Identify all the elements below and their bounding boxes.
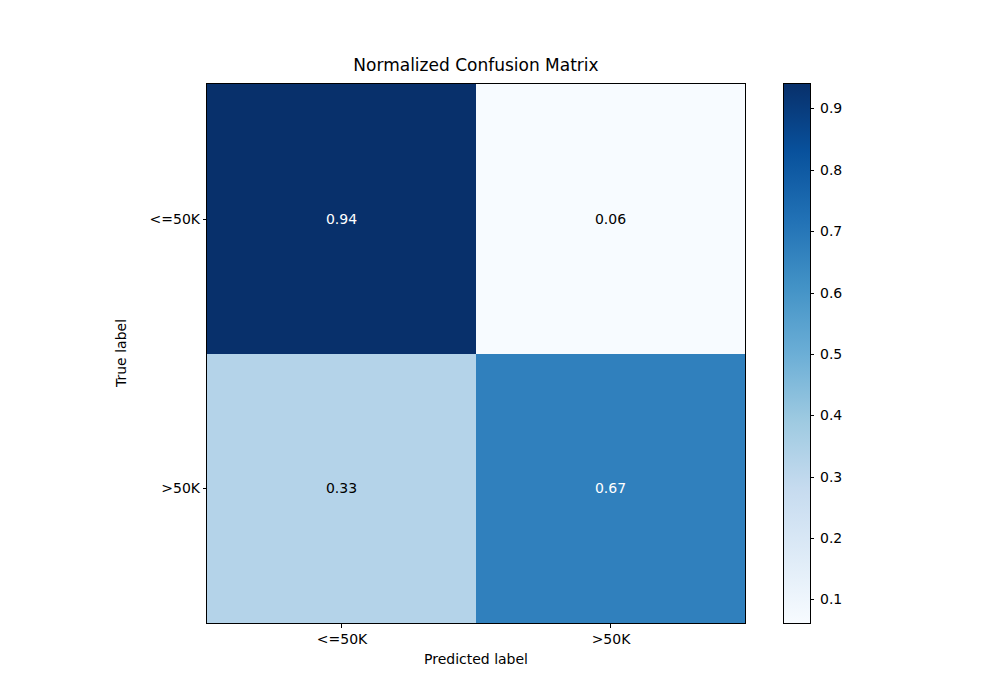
colorbar-tick-mark	[810, 293, 814, 294]
colorbar-tick-label: 0.3	[820, 468, 860, 486]
colorbar-tick-label: 0.4	[820, 406, 860, 424]
heatmap-cell-true-gt50k-pred-gt50k: 0.67	[476, 354, 745, 624]
y-axis-tick-mark	[203, 219, 207, 220]
colorbar-tick-mark	[810, 415, 814, 416]
colorbar-tick-label: 0.8	[820, 161, 860, 179]
colorbar-tick-mark	[810, 170, 814, 171]
colorbar-tick-label: 0.6	[820, 284, 860, 302]
heatmap-cell-true-gt50k-pred-le50k: 0.33	[207, 354, 476, 624]
x-axis-title: Predicted label	[207, 651, 745, 667]
colorbar-tick-mark	[810, 231, 814, 232]
colorbar-gradient	[784, 84, 810, 623]
colorbar-tick-label: 0.5	[820, 345, 860, 363]
confusion-matrix-figure: Normalized Confusion Matrix 0.94 0.06 0.…	[0, 0, 1000, 700]
colorbar-tick-mark	[810, 599, 814, 600]
colorbar-tick-mark	[810, 354, 814, 355]
colorbar-tick-label: 0.1	[820, 590, 860, 608]
colorbar-tick-label: 0.7	[820, 222, 860, 240]
colorbar-tick-mark	[810, 477, 814, 478]
heatmap-grid: 0.94 0.06 0.33 0.67	[206, 83, 746, 624]
y-tick-label-gt50k: >50K	[100, 479, 200, 497]
heatmap-cell-true-le50k-pred-gt50k: 0.06	[476, 84, 745, 354]
colorbar-tick-mark	[810, 538, 814, 539]
x-axis-tick-mark	[610, 624, 611, 628]
chart-title: Normalized Confusion Matrix	[207, 55, 745, 75]
y-axis-tick-mark	[203, 488, 207, 489]
x-tick-label-le50k: <=50K	[242, 630, 442, 648]
colorbar-tick-label: 0.2	[820, 529, 860, 547]
colorbar-tick-label: 0.9	[820, 99, 860, 117]
colorbar	[783, 83, 811, 624]
colorbar-tick-mark	[810, 108, 814, 109]
x-axis-tick-mark	[341, 624, 342, 628]
y-axis-title: True label	[113, 319, 129, 387]
heatmap-cell-true-le50k-pred-le50k: 0.94	[207, 84, 476, 354]
y-tick-label-le50k: <=50K	[100, 210, 200, 228]
x-tick-label-gt50k: >50K	[511, 630, 711, 648]
